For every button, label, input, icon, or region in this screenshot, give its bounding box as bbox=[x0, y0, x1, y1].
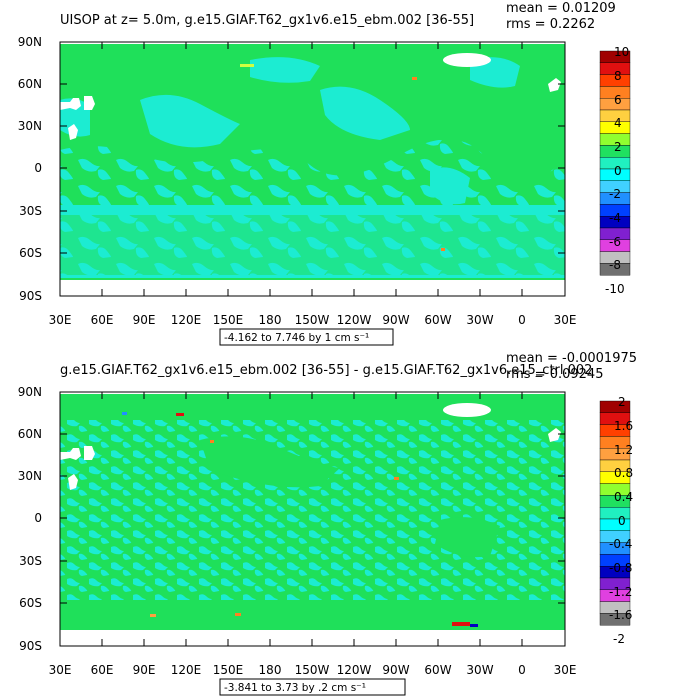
colorbar-label: 8 bbox=[614, 69, 622, 83]
lon-label: 30E bbox=[554, 663, 577, 677]
map-panel-1 bbox=[59, 41, 566, 297]
colorbar-label: 0.4 bbox=[614, 490, 633, 504]
lon-label: 60E bbox=[91, 313, 114, 327]
lon-label: 150E bbox=[213, 663, 244, 677]
map-2-lon-labels: 30E 60E 90E 120E 150E 180 150W 120W 90W … bbox=[49, 663, 577, 677]
lon-label: 90E bbox=[133, 663, 156, 677]
lat-label: 90S bbox=[19, 639, 42, 653]
colorbar-1-labels: 10 8 6 4 2 0 -2 -4 -6 -8 -10 bbox=[605, 45, 629, 296]
lon-label: 90W bbox=[382, 313, 409, 327]
lon-label: 30W bbox=[466, 313, 493, 327]
lon-label: 120E bbox=[171, 313, 202, 327]
lon-label: 60W bbox=[424, 313, 451, 327]
colorbar-label: -1.6 bbox=[609, 608, 632, 622]
map-2-mean: mean = -0.0001975 bbox=[506, 351, 637, 366]
lon-label: 90W bbox=[382, 663, 409, 677]
colorbar-label: -2 bbox=[609, 187, 621, 201]
lon-label: 150W bbox=[295, 663, 330, 677]
map-2-range: -3.841 to 3.73 by .2 cm s⁻¹ bbox=[224, 682, 366, 694]
colorbar-label: 1.2 bbox=[614, 443, 633, 457]
map-1-lat-labels: 90N 60N 30N 0 30S 60S 90S bbox=[18, 35, 42, 303]
colorbar-label: 2 bbox=[614, 140, 622, 154]
lon-label: 180 bbox=[259, 663, 282, 677]
map-2-range-box: -3.841 to 3.73 by .2 cm s⁻¹ bbox=[219, 678, 406, 696]
map-1-noise bbox=[60, 215, 565, 275]
colorbar-label: -1.2 bbox=[609, 585, 632, 599]
colorbar-label: 4 bbox=[614, 116, 622, 130]
map-1-range: -4.162 to 7.746 by 1 cm s⁻¹ bbox=[224, 332, 369, 344]
lon-label: 120E bbox=[171, 663, 202, 677]
lat-label: 30S bbox=[19, 204, 42, 218]
lon-label: 120W bbox=[337, 663, 372, 677]
colorbar-label: -2 bbox=[613, 632, 625, 646]
map-2-lat-labels: 90N 60N 30N 0 30S 60S 90S bbox=[18, 385, 42, 653]
colorbar-label: 10 bbox=[614, 45, 629, 59]
lon-label: 30W bbox=[466, 663, 493, 677]
lon-label: 30E bbox=[554, 313, 577, 327]
colorbar-label: -6 bbox=[609, 235, 621, 249]
lon-label: 90E bbox=[133, 313, 156, 327]
lon-label: 30E bbox=[49, 313, 72, 327]
map-1-range-box: -4.162 to 7.746 by 1 cm s⁻¹ bbox=[219, 328, 394, 346]
lat-label: 0 bbox=[34, 161, 42, 175]
colorbar-label: 0.8 bbox=[614, 466, 633, 480]
map-1-mean: mean = 0.01209 bbox=[506, 1, 616, 16]
map-2-specks bbox=[122, 412, 478, 627]
lat-label: 30N bbox=[18, 119, 42, 133]
map-2-rms: rms = 0.09245 bbox=[506, 367, 603, 382]
lon-label: 150W bbox=[295, 313, 330, 327]
lat-label: 30N bbox=[18, 469, 42, 483]
colorbar-label: -0.4 bbox=[609, 537, 632, 551]
lon-label: 30E bbox=[49, 663, 72, 677]
colorbar-label: 6 bbox=[614, 93, 622, 107]
colorbar-swatch bbox=[599, 263, 631, 276]
lon-label: 150E bbox=[213, 313, 244, 327]
colorbar-1 bbox=[599, 50, 631, 276]
map-1-title: UISOP at z= 5.0m, g.e15.GIAF.T62_gx1v6.e… bbox=[60, 13, 474, 28]
map-2-title: g.e15.GIAF.T62_gx1v6.e15_ebm.002 [36-55]… bbox=[60, 363, 592, 378]
colorbar-label: 0 bbox=[618, 514, 626, 528]
lat-label: 90N bbox=[18, 35, 42, 49]
map-2-ocean bbox=[60, 394, 565, 630]
lat-label: 90N bbox=[18, 385, 42, 399]
colorbar-label: -4 bbox=[609, 211, 621, 225]
colorbar-swatch bbox=[599, 613, 631, 626]
colorbar-label: 1.6 bbox=[614, 419, 633, 433]
map-2-lon-ticks bbox=[59, 392, 566, 646]
map-2-green-field bbox=[60, 394, 565, 630]
lat-label: 90S bbox=[19, 289, 42, 303]
lon-label: 60W bbox=[424, 663, 451, 677]
lat-label: 60N bbox=[18, 77, 42, 91]
lat-label: 30S bbox=[19, 554, 42, 568]
colorbar-label: 2 bbox=[618, 395, 626, 409]
colorbar-2 bbox=[599, 400, 631, 626]
colorbar-label: -0.8 bbox=[609, 561, 632, 575]
colorbar-2-labels: 2 1.6 1.2 0.8 0.4 0 -0.4 -0.8 -1.2 -1.6 … bbox=[609, 395, 633, 646]
lon-label: 120W bbox=[337, 313, 372, 327]
colorbar-label: 0 bbox=[614, 164, 622, 178]
map-1-specks bbox=[240, 64, 445, 251]
map-panel-2 bbox=[59, 391, 566, 647]
map-2-lat-ticks bbox=[60, 391, 565, 647]
map-1-lon-ticks bbox=[59, 42, 566, 296]
map-1-lon-labels: 30E 60E 90E 120E 150E 180 150W 120W 90W … bbox=[49, 313, 577, 327]
lat-label: 0 bbox=[34, 511, 42, 525]
map-1-lat-ticks bbox=[60, 41, 565, 297]
map-1-land bbox=[60, 53, 561, 140]
lat-label: 60S bbox=[19, 246, 42, 260]
lon-label: 0 bbox=[518, 663, 526, 677]
lon-label: 60E bbox=[91, 663, 114, 677]
map-2-land bbox=[60, 403, 561, 490]
lon-label: 180 bbox=[259, 313, 282, 327]
map-1-rms: rms = 0.2262 bbox=[506, 17, 595, 32]
lon-label: 0 bbox=[518, 313, 526, 327]
lat-label: 60N bbox=[18, 427, 42, 441]
lat-label: 60S bbox=[19, 596, 42, 610]
colorbar-label: -8 bbox=[609, 258, 621, 272]
colorbar-label: -10 bbox=[605, 282, 625, 296]
